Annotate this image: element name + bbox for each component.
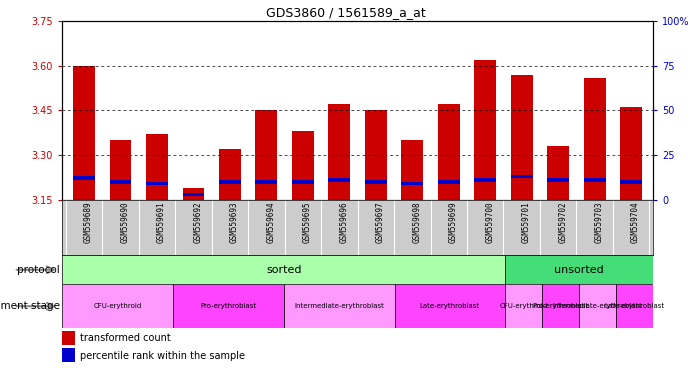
- Bar: [621, 180, 642, 184]
- Bar: [547, 178, 569, 182]
- Bar: [438, 180, 460, 184]
- Bar: [284, 284, 395, 328]
- Bar: [328, 104, 350, 200]
- Text: GSM559702: GSM559702: [558, 201, 567, 243]
- Text: GSM559692: GSM559692: [193, 201, 202, 243]
- Bar: [328, 178, 350, 182]
- Text: GSM559690: GSM559690: [120, 201, 129, 243]
- Bar: [474, 60, 496, 200]
- Bar: [542, 284, 579, 328]
- Text: GDS3860 / 1561589_a_at: GDS3860 / 1561589_a_at: [265, 6, 426, 19]
- Text: Late-erythroblast: Late-erythroblast: [605, 303, 665, 309]
- Bar: [62, 331, 75, 345]
- Bar: [584, 178, 605, 182]
- Bar: [474, 178, 496, 182]
- Bar: [511, 175, 533, 178]
- Bar: [73, 66, 95, 200]
- Text: development stage: development stage: [0, 301, 60, 311]
- Text: percentile rank within the sample: percentile rank within the sample: [80, 351, 245, 361]
- Text: CFU-erythroid: CFU-erythroid: [93, 303, 142, 309]
- Bar: [62, 348, 75, 362]
- Bar: [73, 177, 95, 180]
- Text: GSM559689: GSM559689: [84, 201, 93, 243]
- Bar: [62, 284, 173, 328]
- Text: Intermediate-erythroblast: Intermediate-erythroblast: [294, 303, 384, 309]
- Text: transformed count: transformed count: [80, 333, 171, 343]
- Bar: [395, 284, 505, 328]
- Text: protocol: protocol: [17, 265, 60, 275]
- Bar: [621, 108, 642, 200]
- Text: GSM559699: GSM559699: [448, 201, 457, 243]
- Bar: [62, 255, 505, 284]
- Text: Pro-erythroblast: Pro-erythroblast: [533, 303, 589, 309]
- Bar: [365, 111, 387, 200]
- Bar: [110, 180, 131, 184]
- Bar: [579, 284, 616, 328]
- Text: GSM559694: GSM559694: [267, 201, 276, 243]
- Text: Late-erythroblast: Late-erythroblast: [420, 303, 480, 309]
- Bar: [146, 134, 168, 200]
- Bar: [182, 192, 205, 196]
- Bar: [438, 104, 460, 200]
- Text: GSM559693: GSM559693: [230, 201, 239, 243]
- Bar: [182, 188, 205, 200]
- Bar: [219, 180, 241, 184]
- Bar: [505, 284, 542, 328]
- Bar: [547, 146, 569, 200]
- Text: GSM559697: GSM559697: [376, 201, 385, 243]
- Text: CFU-erythroid: CFU-erythroid: [500, 303, 548, 309]
- Text: GSM559696: GSM559696: [339, 201, 348, 243]
- Bar: [173, 284, 284, 328]
- Bar: [505, 255, 653, 284]
- Text: Pro-erythroblast: Pro-erythroblast: [200, 303, 256, 309]
- Bar: [401, 140, 423, 200]
- Text: GSM559704: GSM559704: [631, 201, 640, 243]
- Text: GSM559695: GSM559695: [303, 201, 312, 243]
- Bar: [256, 180, 277, 184]
- Bar: [511, 75, 533, 200]
- Text: unsorted: unsorted: [554, 265, 604, 275]
- Bar: [110, 140, 131, 200]
- Bar: [219, 149, 241, 200]
- Bar: [292, 131, 314, 200]
- Bar: [584, 78, 605, 200]
- Text: Intermediate-erythroblast: Intermediate-erythroblast: [553, 303, 643, 309]
- Text: sorted: sorted: [266, 265, 301, 275]
- Bar: [401, 182, 423, 185]
- Text: GSM559698: GSM559698: [413, 201, 422, 243]
- Bar: [146, 182, 168, 185]
- Text: GSM559700: GSM559700: [485, 201, 494, 243]
- Bar: [365, 180, 387, 184]
- Text: GSM559691: GSM559691: [157, 201, 166, 243]
- Text: GSM559703: GSM559703: [595, 201, 604, 243]
- Bar: [616, 284, 653, 328]
- Bar: [256, 111, 277, 200]
- Text: GSM559701: GSM559701: [522, 201, 531, 243]
- Bar: [292, 180, 314, 184]
